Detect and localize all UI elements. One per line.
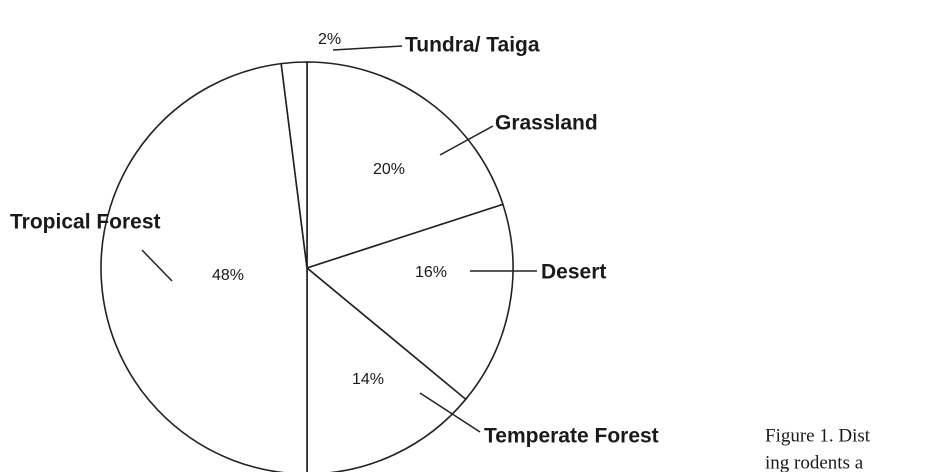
caption-line: Figure 1. Dist xyxy=(765,425,871,446)
value-label: 20% xyxy=(373,161,405,178)
leader-line xyxy=(332,45,403,51)
pie-slice xyxy=(100,62,308,472)
slice-label: Tundra/ Taiga xyxy=(405,34,540,57)
leader-line xyxy=(141,249,173,282)
caption-line: ing rodents a xyxy=(765,452,864,472)
slice-label: Temperate Forest xyxy=(484,425,659,448)
pie-slice xyxy=(280,61,308,269)
pie-slice xyxy=(305,203,514,401)
leader-line xyxy=(419,392,481,433)
pie-slice xyxy=(306,61,504,270)
slice-label: Tropical Forest xyxy=(10,211,161,234)
value-label: 14% xyxy=(352,371,384,388)
value-label: 2% xyxy=(318,31,341,48)
leader-line xyxy=(439,125,494,156)
pie-slice xyxy=(306,266,467,472)
value-label: 16% xyxy=(415,264,447,281)
slice-label: Desert xyxy=(541,261,606,284)
slice-label: Grassland xyxy=(495,112,598,135)
value-label: 48% xyxy=(212,267,244,284)
